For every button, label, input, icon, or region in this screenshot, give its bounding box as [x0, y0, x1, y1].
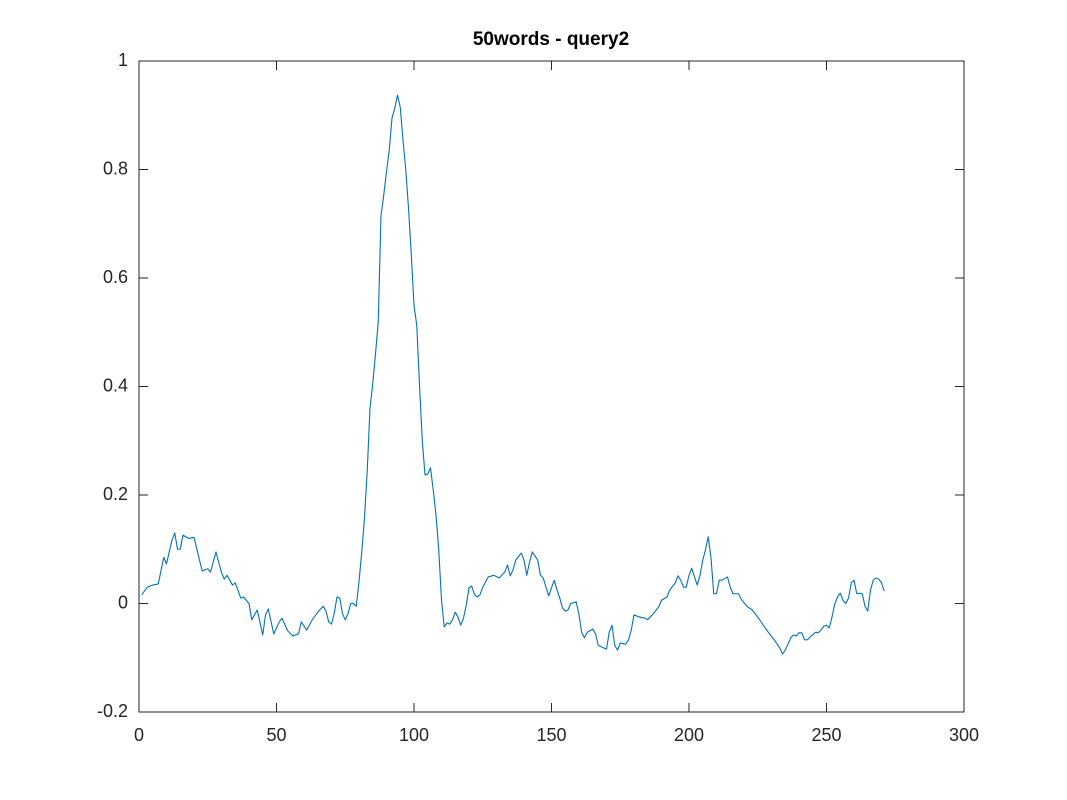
y-tick-label: 0.6 — [103, 267, 128, 287]
y-tick-label: 0.8 — [103, 158, 128, 178]
x-tick-label: 100 — [399, 725, 429, 745]
data-line — [141, 94, 885, 655]
y-tick-label: 0.4 — [103, 375, 128, 395]
chart-title: 50words - query2 — [473, 29, 629, 50]
y-tick-label: 0.2 — [103, 484, 128, 504]
y-tick-label: 1 — [118, 50, 128, 70]
x-tick-label: 300 — [949, 725, 979, 745]
y-tick-label: -0.2 — [97, 701, 128, 721]
x-tick-label: 150 — [536, 725, 566, 745]
y-tick-label: 0 — [118, 592, 128, 612]
plot-frame — [138, 60, 965, 713]
x-tick-label: 50 — [266, 725, 286, 745]
x-tick-label: 200 — [674, 725, 704, 745]
x-tick-label: 250 — [811, 725, 841, 745]
x-tick-label: 0 — [134, 725, 144, 745]
